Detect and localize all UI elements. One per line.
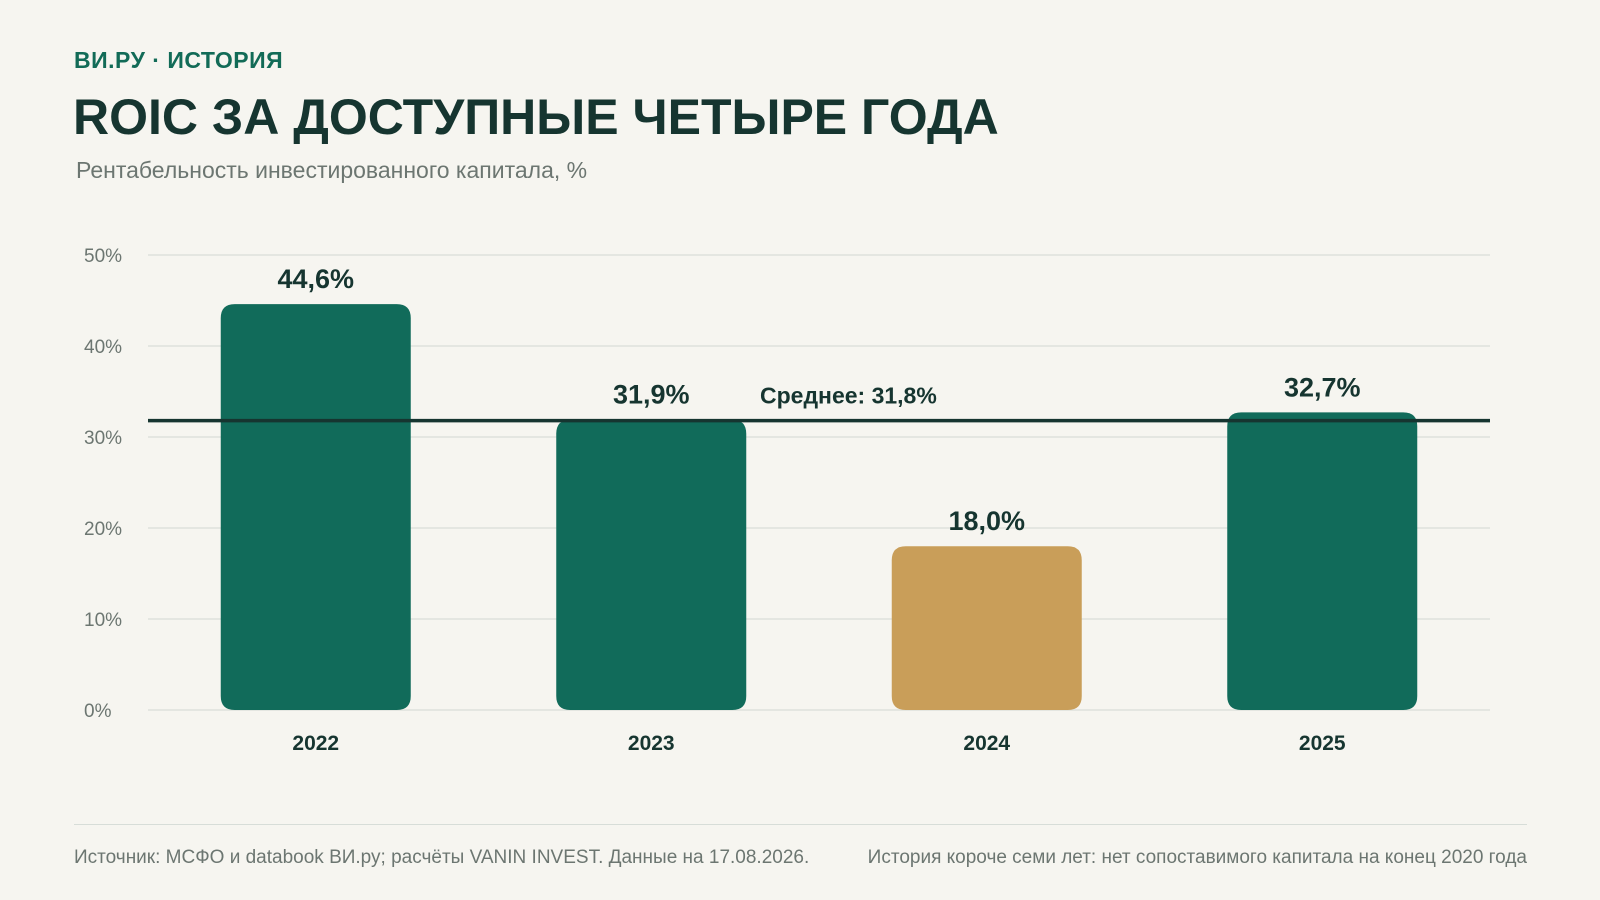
y-tick-label: 30%: [84, 428, 122, 449]
value-label-2025: 32,7%: [1284, 372, 1361, 402]
footer-source: Источник: МСФО и databook ВИ.ру; расчёты…: [74, 847, 810, 868]
x-tick-label-2023: 2023: [628, 732, 675, 755]
value-label-2023: 31,9%: [613, 380, 690, 410]
chart-subtitle: Рентабельность инвестированного капитала…: [76, 157, 588, 183]
value-label-2024: 18,0%: [948, 506, 1025, 536]
kicker: ВИ.РУ · ИСТОРИЯ: [74, 47, 284, 73]
x-axis-ticks: 2022 2023 2024 2025: [292, 732, 1346, 755]
y-tick-label: 0%: [84, 701, 112, 722]
x-tick-label-2022: 2022: [292, 732, 339, 755]
bars: [220, 304, 1418, 710]
y-axis-ticks: 0% 10% 20% 30% 40% 50%: [84, 246, 122, 722]
y-tick-label: 50%: [84, 246, 122, 267]
x-tick-label-2024: 2024: [963, 732, 1010, 755]
bar-2022: [220, 304, 411, 710]
average-label: Среднее: 31,8%: [760, 383, 937, 409]
y-tick-label: 40%: [84, 337, 122, 358]
bar-2024: [891, 546, 1082, 710]
bar-2025: [1227, 412, 1418, 710]
roic-bar-chart: 0% 10% 20% 30% 40% 50% Среднее: 31,8% 44,6% 31…: [84, 246, 1490, 755]
value-label-2022: 44,6%: [277, 264, 354, 294]
chart-title: ROIC ЗА ДОСТУПНЫЕ ЧЕТЫРЕ ГОДА: [73, 89, 999, 145]
footer-divider: [74, 824, 1527, 825]
average-line-group: Среднее: 31,8%: [148, 383, 1490, 423]
y-tick-label: 10%: [84, 610, 122, 631]
bar-2023: [556, 419, 747, 710]
footer-note: История короче семи лет: нет сопоставимо…: [867, 847, 1527, 868]
y-tick-label: 20%: [84, 519, 122, 540]
x-tick-label-2025: 2025: [1299, 732, 1346, 755]
value-labels: 44,6% 31,9% 18,0% 32,7%: [277, 264, 1360, 536]
